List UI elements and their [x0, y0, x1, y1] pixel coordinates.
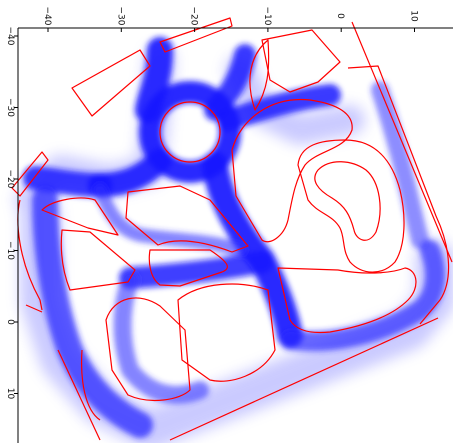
- y-tick-label: 0: [5, 319, 15, 325]
- y-tick-label: −30: [5, 98, 15, 117]
- road-boundary-icon: [11, 17, 453, 441]
- x-tick-label: 10: [409, 10, 419, 22]
- y-tick-label: −10: [5, 241, 15, 260]
- x-tick-label: −30: [115, 7, 125, 26]
- y-tick-label: −40: [5, 27, 15, 46]
- x-tick-label: 0: [335, 13, 345, 19]
- y-tick-label: 10: [5, 388, 15, 400]
- vehicle-trajectories-icon: [23, 37, 446, 438]
- y-tick-label: −20: [5, 170, 15, 189]
- y-ticks: −40 −30 −20 −10 0 10: [5, 27, 18, 400]
- x-tick-label: −40: [42, 7, 52, 26]
- x-ticks: −40 −30 −20 −10 0 10: [42, 7, 419, 32]
- x-tick-label: −20: [189, 7, 199, 26]
- x-tick-label: −10: [262, 7, 272, 26]
